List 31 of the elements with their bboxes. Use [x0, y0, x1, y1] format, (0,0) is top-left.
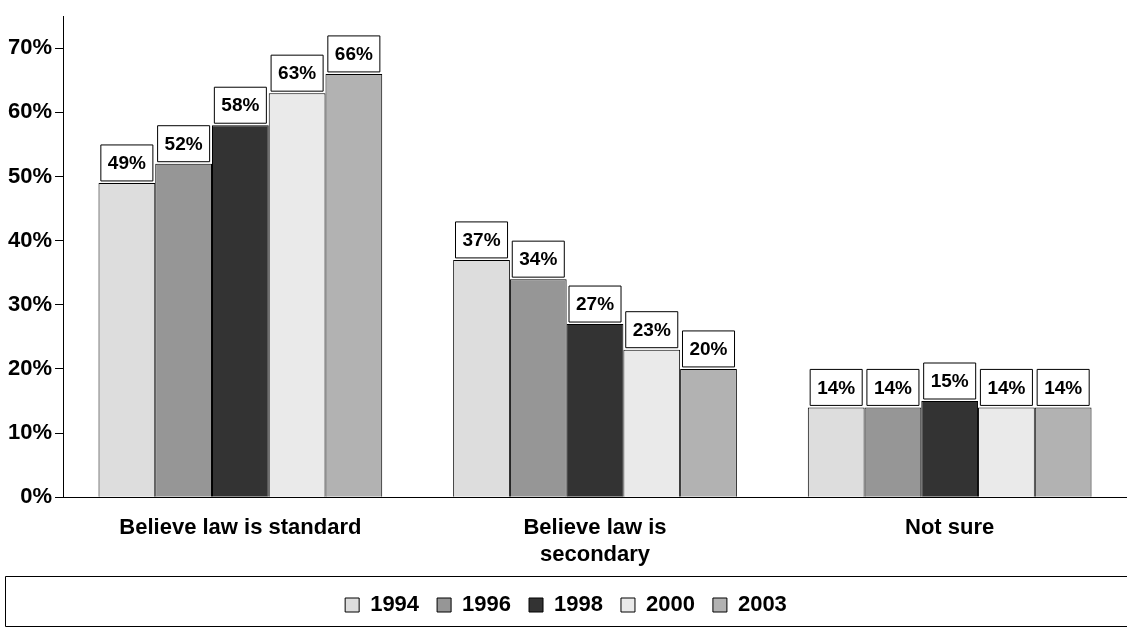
- legend-label: 1994: [370, 591, 420, 617]
- data-label: 14%: [817, 376, 856, 398]
- data-label: 66%: [334, 43, 373, 65]
- data-label: 27%: [576, 293, 615, 315]
- data-label: 14%: [1044, 376, 1083, 398]
- legend-label: 2003: [737, 591, 787, 617]
- legend-label: 1996: [462, 591, 512, 617]
- y-tick-label: 50%: [7, 162, 53, 188]
- data-label: 58%: [221, 94, 260, 116]
- y-tick-label: 20%: [7, 355, 53, 380]
- data-label: 52%: [164, 132, 203, 154]
- y-tick-label: 40%: [7, 226, 53, 252]
- y-tick-label: 70%: [7, 34, 53, 60]
- y-tick-label: 10%: [7, 419, 53, 445]
- data-label: 63%: [278, 62, 317, 84]
- data-label: 49%: [107, 152, 146, 174]
- data-label: 15%: [930, 370, 969, 392]
- y-tick-label: 60%: [7, 98, 53, 124]
- legend-label: 2000: [645, 591, 695, 617]
- data-label: 14%: [873, 376, 913, 398]
- data-label: 14%: [987, 376, 1026, 398]
- x-tick-label: Not sure: [905, 514, 995, 540]
- data-label: 20%: [689, 338, 728, 360]
- data-label: 23%: [632, 318, 671, 340]
- x-tick-label: Believe law is secondary: [523, 514, 667, 566]
- data-label: 34%: [519, 248, 558, 270]
- y-tick-label: 30%: [7, 290, 53, 316]
- legend-label: 1998: [554, 591, 603, 617]
- x-tick-label: Believe law is standard: [119, 514, 362, 540]
- y-tick-label: 0%: [20, 483, 53, 509]
- data-label: 37%: [462, 229, 501, 251]
